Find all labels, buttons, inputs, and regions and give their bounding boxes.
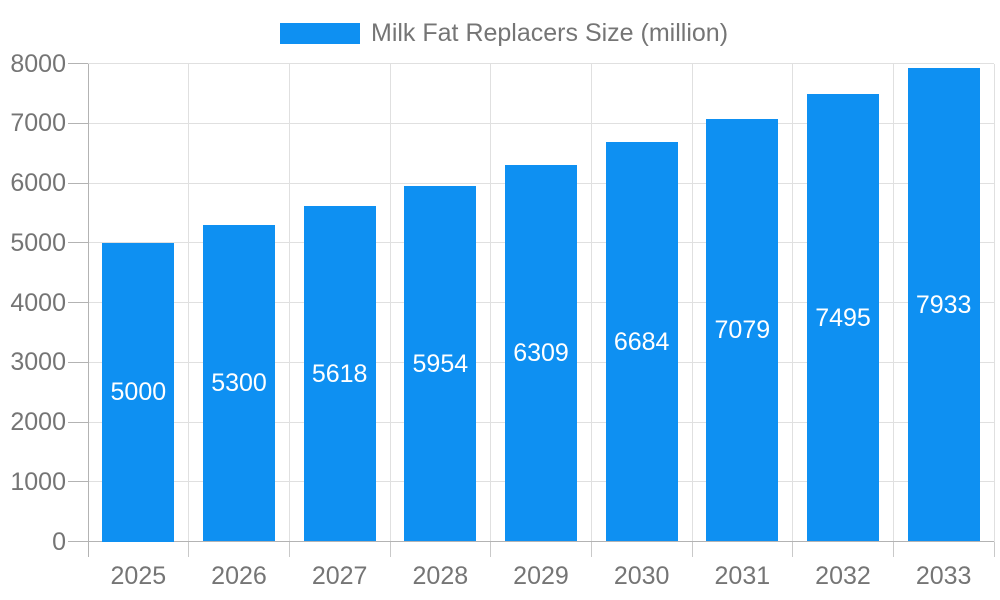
x-axis-tick-label: 2032 — [815, 561, 871, 590]
bar — [102, 242, 175, 542]
legend: Milk Fat Replacers Size (million) — [0, 0, 1000, 55]
bar — [907, 67, 980, 542]
y-axis-tick — [68, 361, 88, 363]
bar-value-label: 5300 — [211, 369, 267, 398]
x-axis-tick — [590, 541, 592, 557]
x-gridline — [188, 63, 190, 542]
bar — [303, 205, 376, 542]
y-axis-tick-label: 4000 — [10, 288, 66, 317]
bar — [605, 142, 678, 542]
y-axis-tick — [68, 421, 88, 423]
y-axis-tick — [68, 122, 88, 124]
x-axis-tick — [892, 541, 894, 557]
y-gridline — [88, 122, 994, 124]
bar — [404, 185, 477, 542]
bar-value-label: 7495 — [815, 303, 871, 332]
x-axis-tick-label: 2028 — [412, 561, 469, 590]
y-axis-tick-label: 7000 — [10, 109, 66, 138]
y-axis-tick — [68, 302, 88, 303]
x-axis-tick-label: 2033 — [915, 561, 972, 590]
x-gridline — [389, 63, 391, 542]
bar — [807, 93, 879, 542]
x-gridline — [792, 63, 794, 542]
bar — [706, 118, 779, 542]
x-gridline — [892, 63, 894, 542]
x-gridline — [490, 63, 492, 542]
y-axis-tick-label: 0 — [52, 527, 66, 556]
x-axis-tick — [490, 541, 492, 557]
x-gridline — [288, 63, 290, 542]
x-gridline — [691, 63, 693, 542]
bar — [505, 164, 577, 542]
bar-value-label: 5000 — [110, 378, 167, 407]
x-axis-tick — [188, 541, 190, 557]
y-gridline — [88, 63, 994, 64]
y-axis-tick — [68, 481, 88, 483]
bar-value-label: 7079 — [714, 316, 771, 344]
x-axis-tick-label: 2031 — [714, 561, 771, 590]
x-axis-tick — [691, 541, 693, 557]
y-axis-tick-label: 3000 — [10, 348, 66, 377]
y-axis-tick — [68, 63, 88, 64]
y-axis-tick-label: 5000 — [10, 228, 66, 257]
y-axis-tick-label: 8000 — [10, 49, 66, 78]
bar-value-label: 6684 — [613, 327, 670, 356]
y-axis-tick — [68, 242, 88, 244]
x-gridline — [590, 63, 592, 542]
bar-value-label: 7933 — [915, 290, 972, 319]
legend-swatch-icon — [280, 23, 360, 44]
bar-value-label: 6309 — [513, 339, 569, 368]
bar — [203, 224, 275, 542]
x-axis-tick-label: 2025 — [110, 561, 167, 590]
x-axis-tick-label: 2029 — [513, 561, 569, 590]
y-axis-tick-label: 2000 — [10, 408, 66, 436]
x-axis-tick-label: 2027 — [311, 561, 368, 590]
x-axis-tick — [993, 541, 995, 557]
x-axis-line — [68, 541, 994, 542]
legend-label: Milk Fat Replacers Size (million) — [371, 19, 729, 47]
x-axis-tick — [389, 541, 391, 557]
x-gridline — [993, 63, 995, 542]
x-axis-tick-label: 2026 — [211, 561, 267, 590]
x-axis-tick — [792, 541, 794, 557]
y-axis-tick — [68, 182, 88, 184]
x-axis-tick-label: 2030 — [613, 561, 670, 590]
bar-value-label: 5618 — [311, 359, 368, 388]
y-axis-tick-label: 6000 — [10, 169, 66, 197]
y-axis-tick-label: 1000 — [10, 467, 66, 496]
x-axis-tick — [288, 541, 290, 557]
y-axis-line — [87, 63, 89, 557]
bar-value-label: 5954 — [412, 349, 469, 378]
